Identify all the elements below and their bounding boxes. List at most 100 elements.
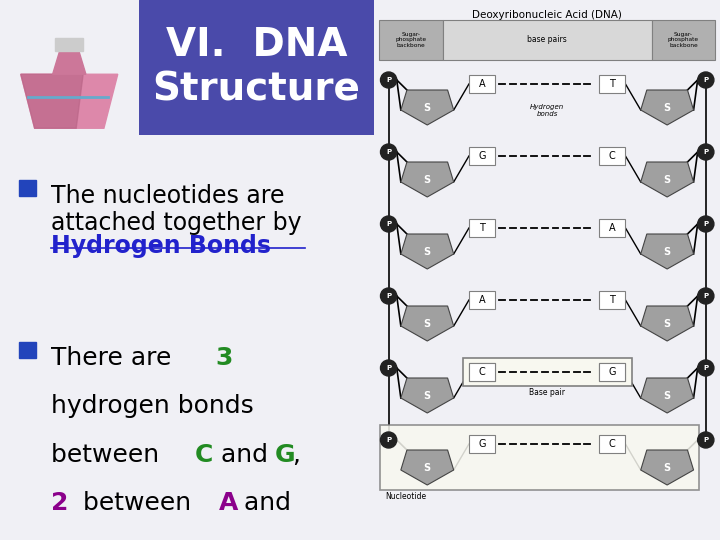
Text: The nucleotides are
attached together by: The nucleotides are attached together by bbox=[50, 184, 309, 235]
Text: ,: , bbox=[292, 443, 300, 467]
Circle shape bbox=[698, 72, 714, 88]
Text: C: C bbox=[479, 367, 485, 377]
Text: S: S bbox=[664, 319, 671, 329]
Text: P: P bbox=[703, 221, 708, 227]
Text: P: P bbox=[703, 293, 708, 299]
Text: T: T bbox=[609, 295, 615, 305]
Polygon shape bbox=[641, 90, 693, 125]
Bar bbox=[379, 20, 443, 60]
Polygon shape bbox=[53, 51, 86, 74]
Bar bbox=[652, 20, 715, 60]
Bar bbox=[599, 75, 626, 93]
Text: G: G bbox=[608, 367, 616, 377]
Polygon shape bbox=[641, 378, 693, 413]
Bar bbox=[19, 342, 35, 358]
Text: S: S bbox=[423, 463, 431, 473]
Text: S: S bbox=[664, 391, 671, 401]
Bar bbox=[19, 180, 35, 195]
Circle shape bbox=[698, 288, 714, 304]
Bar bbox=[469, 75, 495, 93]
Bar bbox=[463, 358, 631, 386]
Text: hydrogen bonds: hydrogen bonds bbox=[50, 394, 253, 418]
Text: Nucleotide: Nucleotide bbox=[386, 492, 427, 501]
Bar bbox=[599, 291, 626, 309]
Bar bbox=[469, 147, 495, 165]
Bar bbox=[469, 291, 495, 309]
Circle shape bbox=[380, 72, 397, 88]
Polygon shape bbox=[641, 450, 693, 485]
Polygon shape bbox=[401, 234, 454, 269]
Polygon shape bbox=[401, 450, 454, 485]
Text: S: S bbox=[423, 247, 431, 257]
Text: P: P bbox=[703, 149, 708, 155]
Circle shape bbox=[380, 144, 397, 160]
Bar bbox=[599, 435, 626, 453]
Bar bbox=[469, 363, 495, 381]
Text: 3: 3 bbox=[215, 346, 233, 369]
Text: P: P bbox=[386, 365, 391, 371]
Text: S: S bbox=[664, 175, 671, 185]
Bar bbox=[469, 435, 495, 453]
Text: 2: 2 bbox=[50, 491, 68, 515]
Bar bbox=[380, 425, 698, 490]
Polygon shape bbox=[641, 234, 693, 269]
Text: P: P bbox=[386, 149, 391, 155]
Circle shape bbox=[698, 144, 714, 160]
Bar bbox=[469, 219, 495, 237]
Text: A: A bbox=[219, 491, 238, 515]
Text: G: G bbox=[608, 367, 616, 377]
Bar bbox=[599, 147, 626, 165]
Polygon shape bbox=[401, 162, 454, 197]
Text: A: A bbox=[479, 295, 485, 305]
Text: Hydrogen
bonds: Hydrogen bonds bbox=[530, 104, 564, 117]
Text: G: G bbox=[275, 443, 296, 467]
Text: P: P bbox=[386, 437, 391, 443]
Text: P: P bbox=[703, 365, 708, 371]
Circle shape bbox=[698, 432, 714, 448]
Text: C: C bbox=[479, 367, 485, 377]
Text: S: S bbox=[423, 103, 431, 113]
Bar bbox=[469, 363, 495, 381]
Text: Deoxyribonucleic Acid (DNA): Deoxyribonucleic Acid (DNA) bbox=[472, 10, 622, 20]
Polygon shape bbox=[641, 306, 693, 341]
Text: P: P bbox=[386, 293, 391, 299]
Text: A: A bbox=[479, 79, 485, 89]
Polygon shape bbox=[641, 162, 693, 197]
Text: T: T bbox=[609, 79, 615, 89]
Text: Base pair: Base pair bbox=[529, 388, 565, 397]
Text: G: G bbox=[478, 151, 486, 161]
Text: P: P bbox=[703, 437, 708, 443]
Bar bbox=[599, 219, 626, 237]
Text: T: T bbox=[480, 223, 485, 233]
Text: VI.  DNA
Structure: VI. DNA Structure bbox=[153, 26, 361, 109]
Text: base pairs: base pairs bbox=[527, 36, 567, 44]
Text: C: C bbox=[609, 439, 616, 449]
Polygon shape bbox=[21, 74, 83, 128]
Text: S: S bbox=[423, 319, 431, 329]
Text: P: P bbox=[386, 77, 391, 83]
Text: S: S bbox=[423, 391, 431, 401]
Circle shape bbox=[698, 216, 714, 232]
Text: There are: There are bbox=[50, 346, 179, 369]
Polygon shape bbox=[55, 38, 83, 51]
Bar bbox=[599, 363, 626, 381]
Text: S: S bbox=[664, 247, 671, 257]
Polygon shape bbox=[401, 90, 454, 125]
Circle shape bbox=[380, 216, 397, 232]
Text: and: and bbox=[213, 443, 276, 467]
Text: S: S bbox=[664, 463, 671, 473]
Text: C: C bbox=[609, 151, 616, 161]
Text: P: P bbox=[386, 221, 391, 227]
Circle shape bbox=[698, 360, 714, 376]
Text: P: P bbox=[703, 77, 708, 83]
Text: Sugar-
phosphate
backbone: Sugar- phosphate backbone bbox=[395, 32, 426, 48]
Circle shape bbox=[380, 288, 397, 304]
Bar bbox=[443, 20, 652, 60]
Circle shape bbox=[380, 432, 397, 448]
Text: S: S bbox=[664, 103, 671, 113]
Text: A: A bbox=[609, 223, 616, 233]
Polygon shape bbox=[401, 378, 454, 413]
Text: C: C bbox=[194, 443, 213, 467]
Polygon shape bbox=[21, 74, 118, 128]
Text: G: G bbox=[478, 439, 486, 449]
